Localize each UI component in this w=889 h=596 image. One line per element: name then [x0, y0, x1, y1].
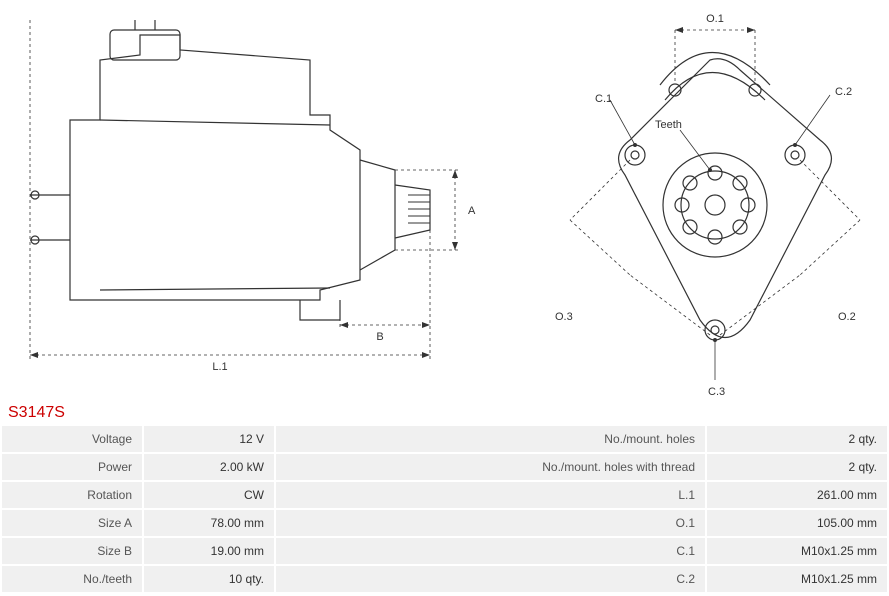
spec-value: 19.00 mm	[144, 538, 274, 564]
diagram-area: L.1 B A	[0, 0, 889, 400]
part-number-title: S3147S	[0, 400, 889, 424]
table-row: Size B19.00 mmC.1M10x1.25 mm	[2, 538, 887, 564]
table-row: Voltage12 VNo./mount. holes2 qty.	[2, 426, 887, 452]
dim-label-B: B	[376, 331, 383, 343]
spec-label: No./teeth	[2, 566, 142, 592]
dim-label-L1: L.1	[212, 361, 227, 373]
spec-label: C.1	[276, 538, 705, 564]
dim-label-O2: O.2	[838, 311, 856, 323]
spec-label: Size B	[2, 538, 142, 564]
spec-value: 261.00 mm	[707, 482, 887, 508]
spec-value: 2 qty.	[707, 426, 887, 452]
table-row: Power2.00 kWNo./mount. holes with thread…	[2, 454, 887, 480]
spec-value: M10x1.25 mm	[707, 566, 887, 592]
spec-label: No./mount. holes with thread	[276, 454, 705, 480]
spec-label: C.2	[276, 566, 705, 592]
dim-label-O1: O.1	[706, 13, 724, 25]
dim-label-C2: C.2	[835, 86, 852, 98]
spec-value: 78.00 mm	[144, 510, 274, 536]
spec-value: M10x1.25 mm	[707, 538, 887, 564]
spec-label: No./mount. holes	[276, 426, 705, 452]
table-row: Size A78.00 mmO.1105.00 mm	[2, 510, 887, 536]
spec-label: L.1	[276, 482, 705, 508]
spec-label: Power	[2, 454, 142, 480]
spec-value: CW	[144, 482, 274, 508]
dim-label-Teeth: Teeth	[655, 119, 682, 131]
spec-label: Voltage	[2, 426, 142, 452]
spec-value: 10 qty.	[144, 566, 274, 592]
spec-value: 2 qty.	[707, 454, 887, 480]
spec-value: 12 V	[144, 426, 274, 452]
dim-label-C1: C.1	[595, 93, 612, 105]
spec-label: Rotation	[2, 482, 142, 508]
spec-table: Voltage12 VNo./mount. holes2 qty.Power2.…	[0, 424, 889, 594]
spec-value: 2.00 kW	[144, 454, 274, 480]
dim-label-A: A	[468, 205, 476, 217]
spec-label: Size A	[2, 510, 142, 536]
spec-value: 105.00 mm	[707, 510, 887, 536]
spec-label: O.1	[276, 510, 705, 536]
technical-drawing: L.1 B A	[0, 0, 889, 400]
dim-label-O3: O.3	[555, 311, 573, 323]
table-row: No./teeth10 qty.C.2M10x1.25 mm	[2, 566, 887, 592]
dim-label-C3: C.3	[708, 386, 725, 398]
table-row: RotationCWL.1261.00 mm	[2, 482, 887, 508]
